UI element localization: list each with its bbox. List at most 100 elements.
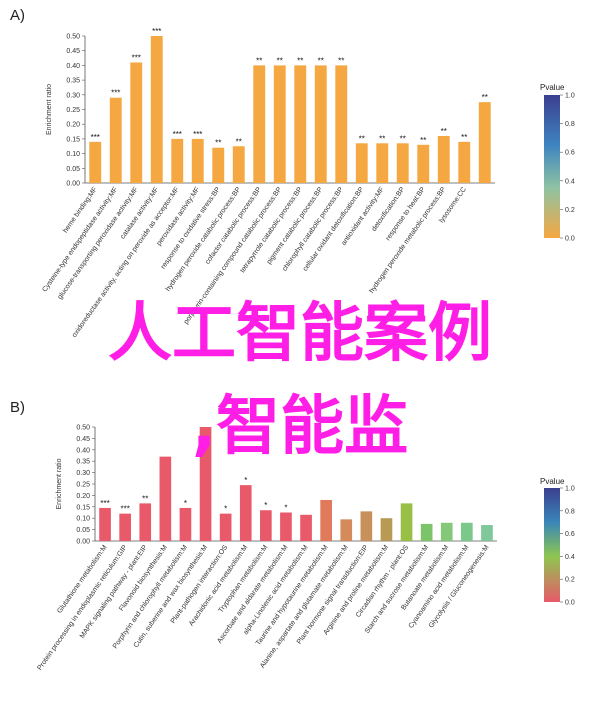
colorbar-b-ticks: 1.0 0.8 0.6 0.4 0.2 0.0 (560, 486, 575, 607)
panel-a-y-tick-label: 0.30 (66, 92, 80, 99)
panel-b-y-tick-label: 0.30 (76, 470, 90, 477)
panel-a-bar (458, 141, 471, 183)
panel-b-bar (280, 512, 292, 541)
colorbar-a-tick-label: 1.0 (565, 93, 575, 100)
panel-a-y-tick-label: 0.05 (66, 166, 80, 173)
panel-b-bar (199, 427, 212, 541)
panel-a-significance-label: ** (277, 56, 283, 65)
panel-a-significance-label: *** (111, 89, 120, 98)
panel-b-significance-label: * (224, 505, 227, 514)
panel-b-bar (481, 525, 493, 541)
panel-a-bar (232, 146, 245, 183)
panel-a-bar (212, 147, 225, 183)
panel-b-y-tick-label: 0.35 (76, 459, 90, 466)
panel-a-significance-label: ** (441, 127, 447, 136)
panel-a-category-label: glucose-transporting peroxidase activity… (57, 186, 140, 301)
panel-b-bar (179, 507, 192, 541)
panel-b-bar (139, 503, 152, 541)
panel-b-significance-label: * (264, 501, 267, 510)
panel-a-significance-label: ** (420, 136, 426, 145)
panel-a-y-tick-label: 0.45 (66, 48, 80, 55)
panel-a-category-label: Cysteine-type endopeptidase activity:MF (41, 186, 119, 293)
panel-a-bar (335, 65, 348, 183)
colorbar-b-tick-label: 0.6 (565, 531, 575, 538)
panel-a-bar (355, 143, 368, 183)
panel-a-y-tick-label: 0.15 (66, 136, 80, 143)
panel-b-bar (360, 511, 373, 541)
panel-b-y-tick-label: 0.05 (76, 527, 90, 534)
panel-a-significance-label: *** (132, 53, 141, 62)
colorbar-b-title: Pvalue (540, 477, 565, 486)
panel-b-significance-label: *** (100, 499, 109, 508)
panel-b-bar (260, 510, 272, 541)
panel-a-bar (376, 143, 389, 183)
panel-a-label: A) (10, 7, 25, 24)
panel-b-bar (300, 514, 312, 541)
overlay-text-line1: 人工智能案例 (108, 297, 492, 371)
colorbar-b (544, 488, 560, 602)
panel-b-y-tick-label: 0.45 (76, 436, 90, 443)
panel-b-bar (320, 499, 332, 541)
colorbar-b-tick-label: 0.2 (565, 577, 575, 584)
panel-a-y-tick-label: 0.10 (66, 151, 80, 158)
panel-b-bar (159, 456, 172, 541)
panel-a-significance-label: *** (152, 27, 161, 36)
panel-a-bar (109, 97, 122, 183)
panel-a-bar (130, 62, 143, 183)
panel-b-bar (119, 513, 131, 541)
panel-a-bar (191, 138, 204, 183)
panel-b-y-tick-label: 0.10 (76, 516, 90, 523)
colorbar-b-tick-label: 1.0 (565, 486, 575, 493)
panel-a-y-axis-label: Enrichment ratio (46, 84, 53, 135)
panel-b-bar (380, 518, 393, 541)
panel-a-bar (417, 144, 430, 183)
panel-a-bar (396, 143, 409, 183)
panel-a-significance-label: ** (400, 134, 406, 143)
panel-a-category-label: response to heat:BP (385, 186, 427, 242)
panel-a-y-tick-label: 0.25 (66, 107, 80, 114)
panel-a-significance-label: ** (482, 93, 488, 102)
panel-a-y-tick-label: 0.20 (66, 122, 80, 129)
panel-a-significance-label: ** (256, 56, 262, 65)
panel-b-bar (99, 507, 111, 541)
panel-a-significance-label: ** (338, 56, 344, 65)
panel-b-y-tick-label: 0.50 (76, 425, 90, 432)
panel-a-bar (273, 65, 286, 183)
panel-b-bar (440, 522, 453, 541)
panel-b-y-axis-label: Enrichment ratio (56, 458, 63, 509)
panel-a-bar (253, 65, 266, 183)
panel-a-significance-label: ** (359, 134, 365, 143)
panel-b-y-tick-label: 0.20 (76, 493, 90, 500)
colorbar-a (544, 95, 560, 238)
panel-b-bar (420, 523, 433, 541)
panel-b-significance-label: * (284, 504, 287, 513)
panel-a-category-label: hydrogen peroxide catabolic process:BP (165, 186, 243, 293)
colorbar-a-ticks: 1.0 0.8 0.6 0.4 0.2 0.0 (560, 93, 575, 243)
colorbar-a-title: Pvalue (540, 83, 565, 92)
panel-a-significance-label: ** (318, 56, 324, 65)
panel-b-y-tick-label: 0.40 (76, 447, 90, 454)
panel-a-significance-label: ** (379, 134, 385, 143)
colorbar-a-tick-label: 0.6 (565, 150, 575, 157)
panel-a-bar (478, 102, 491, 183)
panel-a-y-tick-label: 0.35 (66, 78, 80, 85)
panel-b-category-label: Cutin, suberine and wax biosynthesis:M (133, 544, 210, 649)
overlay-text-line2: ,智能监 (192, 390, 408, 464)
panel-a-significance-label: *** (173, 130, 182, 139)
colorbar-b-tick-label: 0.4 (565, 554, 575, 561)
panel-a-bar (314, 65, 327, 183)
colorbar-b-tick-label: 0.8 (565, 508, 575, 515)
panel-a-significance-label: ** (236, 137, 242, 146)
colorbar-a-tick-label: 0.0 (565, 236, 575, 243)
panel-b-significance-label: * (184, 499, 187, 508)
panel-a-significance-label: ** (461, 133, 467, 142)
panel-b-category-label: Porphyrin and chlorophyll metabolism:M (112, 544, 189, 650)
panel-a-significance-label: ** (215, 139, 221, 148)
panel-b-label: B) (10, 399, 25, 416)
panel-a-y-tick-label: 0.40 (66, 63, 80, 70)
panel-b-bar (400, 503, 413, 541)
panel-b-bar (461, 522, 473, 541)
panel-a-category-label: catalase activity:MF (119, 186, 160, 240)
colorbar-b-tick-label: 0.0 (565, 600, 575, 607)
